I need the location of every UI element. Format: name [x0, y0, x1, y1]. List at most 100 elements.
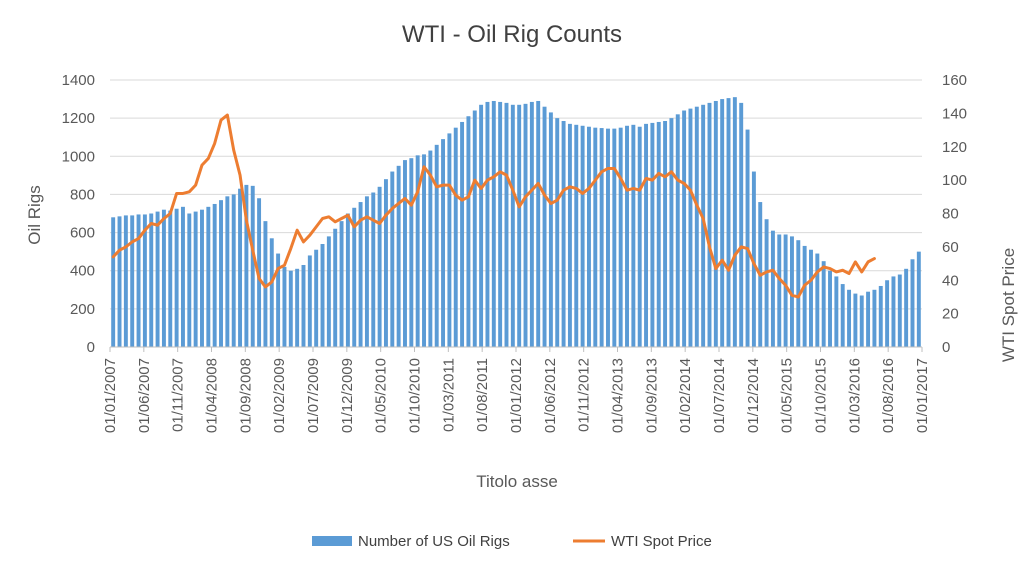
bar — [428, 150, 433, 347]
bar — [631, 124, 636, 347]
x-tick-label: 01/03/2011 — [440, 358, 457, 432]
y2-axis-title: WTI Spot Price — [999, 248, 1018, 362]
bar — [472, 110, 477, 347]
bar — [161, 209, 166, 347]
bar — [111, 217, 116, 347]
y2-tick-label: 20 — [942, 306, 959, 323]
bar — [682, 110, 687, 347]
bar — [675, 114, 680, 347]
bar — [885, 280, 890, 347]
bar — [371, 192, 376, 347]
bar — [840, 284, 845, 347]
y2-tick-label: 60 — [942, 239, 959, 256]
bar — [193, 211, 198, 347]
bar — [288, 270, 293, 347]
y-tick-label: 800 — [70, 186, 95, 203]
bar — [263, 221, 268, 347]
bar — [872, 289, 877, 347]
x-tick-label: 01/12/2014 — [745, 358, 762, 433]
bar — [745, 129, 750, 347]
bar — [396, 165, 401, 347]
bar — [225, 196, 230, 347]
bar — [383, 179, 388, 347]
bar — [751, 171, 756, 347]
y-tick-label: 400 — [70, 263, 95, 280]
x-tick-label: 01/10/2015 — [813, 358, 830, 433]
bar — [612, 128, 617, 347]
bar — [155, 211, 160, 347]
x-tick-label: 01/07/2014 — [711, 358, 728, 433]
bar — [314, 249, 319, 347]
bar — [390, 171, 395, 347]
bar — [720, 99, 725, 347]
bar — [212, 203, 217, 347]
bar — [904, 268, 909, 347]
bar — [828, 270, 832, 347]
y2-tick-label: 0 — [942, 339, 950, 356]
x-tick-label: 01/11/2012 — [576, 358, 593, 432]
bar — [517, 104, 522, 348]
x-tick-label: 01/11/2007 — [170, 358, 187, 432]
y-tick-label: 0 — [87, 339, 95, 356]
x-tick-label: 01/07/2009 — [305, 358, 322, 433]
bar — [238, 188, 243, 347]
x-tick-label: 01/05/2015 — [779, 358, 796, 433]
bar — [307, 255, 312, 347]
bar — [415, 155, 420, 347]
x-tick-label: 01/08/2011 — [474, 358, 491, 432]
bar — [866, 291, 871, 347]
bar — [656, 121, 661, 347]
x-tick-label: 01/02/2014 — [677, 358, 694, 433]
bar — [422, 154, 426, 347]
bar — [295, 268, 300, 347]
bar — [358, 202, 363, 347]
bar — [764, 219, 769, 347]
bar — [815, 253, 820, 347]
y-tick-label: 600 — [70, 225, 95, 242]
bar — [498, 101, 503, 347]
bar — [460, 121, 465, 347]
x-tick-label: 01/01/2017 — [914, 358, 931, 433]
bar — [777, 234, 782, 347]
bar — [586, 126, 591, 347]
bar — [542, 106, 547, 347]
bar — [580, 125, 585, 348]
bar — [434, 144, 439, 347]
bar — [352, 207, 357, 347]
bar — [897, 274, 902, 347]
bar — [250, 185, 255, 347]
y-axis-right: 0 20 40 60 80 100 120 140 160 — [942, 72, 967, 356]
bar — [618, 127, 623, 347]
bar — [485, 101, 490, 347]
x-tick-label: 01/05/2010 — [373, 358, 390, 433]
x-tick-label: 01/04/2008 — [204, 358, 221, 433]
bar — [345, 213, 350, 347]
x-tick-label: 01/01/2007 — [102, 358, 119, 433]
y2-tick-label: 120 — [942, 139, 967, 156]
bar — [650, 122, 655, 348]
bar — [726, 98, 731, 347]
bar — [142, 214, 147, 347]
bar — [809, 249, 813, 347]
bar — [853, 293, 858, 347]
bar — [244, 184, 249, 347]
y2-tick-label: 40 — [942, 272, 959, 289]
bar — [663, 121, 668, 347]
bar — [878, 285, 883, 347]
bar — [732, 97, 737, 348]
bar — [713, 100, 718, 347]
y-axis-title: Oil Rigs — [25, 185, 44, 245]
bar — [441, 139, 446, 347]
bar — [276, 253, 281, 347]
bar — [637, 126, 642, 347]
x-tick-label: 01/02/2009 — [271, 358, 288, 433]
legend-bars-label: Number of US Oil Rigs — [358, 533, 510, 550]
bar — [377, 186, 382, 347]
y2-tick-label: 160 — [942, 72, 967, 89]
bar — [555, 118, 560, 348]
bar — [561, 121, 566, 347]
y-tick-label: 1400 — [62, 72, 95, 89]
bar — [796, 240, 801, 347]
bar — [174, 208, 179, 347]
bar — [789, 236, 794, 347]
